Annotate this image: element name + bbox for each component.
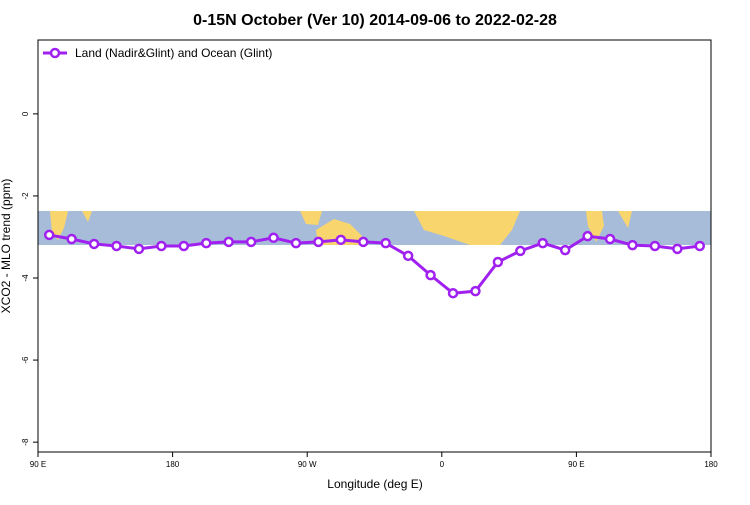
point xyxy=(380,237,391,249)
point xyxy=(470,285,481,297)
y-tick-label: -8 xyxy=(21,438,30,446)
x-tick-label: 90 E xyxy=(568,460,584,469)
land xyxy=(50,211,68,240)
point xyxy=(694,240,706,252)
point xyxy=(43,229,55,241)
x-tick-label: 0 xyxy=(440,460,445,469)
point xyxy=(515,245,526,257)
point xyxy=(672,243,683,255)
point xyxy=(133,243,145,255)
land xyxy=(414,211,520,245)
map-band xyxy=(38,211,711,245)
y-axis-label: XCO2 - MLO trend (ppm) xyxy=(0,179,13,314)
land xyxy=(300,211,322,225)
y-tick-label: -6 xyxy=(21,356,30,364)
plot-frame xyxy=(37,39,712,453)
point xyxy=(268,232,279,244)
y-tick-label: 0 xyxy=(21,111,30,116)
x-tick-label: 90 W xyxy=(298,460,317,469)
point xyxy=(537,237,548,249)
point xyxy=(111,240,122,252)
point xyxy=(245,236,257,248)
point xyxy=(425,269,436,281)
land xyxy=(586,211,604,242)
point xyxy=(649,240,661,252)
point xyxy=(335,234,347,246)
point xyxy=(604,233,616,245)
point xyxy=(290,237,302,249)
point xyxy=(447,287,459,299)
land xyxy=(316,219,362,245)
x-tick-label: 180 xyxy=(166,460,180,469)
land xyxy=(618,211,632,228)
point xyxy=(627,239,638,251)
point xyxy=(88,238,100,250)
chart-title: 0-15N October (Ver 10) 2014-09-06 to 202… xyxy=(193,12,557,29)
point xyxy=(402,250,414,262)
point xyxy=(313,236,324,248)
legend-label: Land (Nadir&Glint) and Ocean (Glint) xyxy=(75,46,272,60)
land xyxy=(82,211,92,222)
x-axis-label: Longitude (deg E) xyxy=(327,477,422,491)
legend-marker xyxy=(49,47,61,59)
y-tick-label: -2 xyxy=(21,192,30,200)
point xyxy=(559,244,571,256)
point xyxy=(492,256,504,268)
point xyxy=(66,233,77,245)
x-tick-label: 180 xyxy=(704,460,718,469)
point xyxy=(582,230,593,242)
x-tick-label: 90 E xyxy=(30,460,46,469)
point xyxy=(358,236,369,248)
y-tick-label: -4 xyxy=(21,274,30,282)
point xyxy=(156,240,167,252)
point xyxy=(223,236,234,248)
point xyxy=(201,237,212,249)
point xyxy=(178,240,190,252)
